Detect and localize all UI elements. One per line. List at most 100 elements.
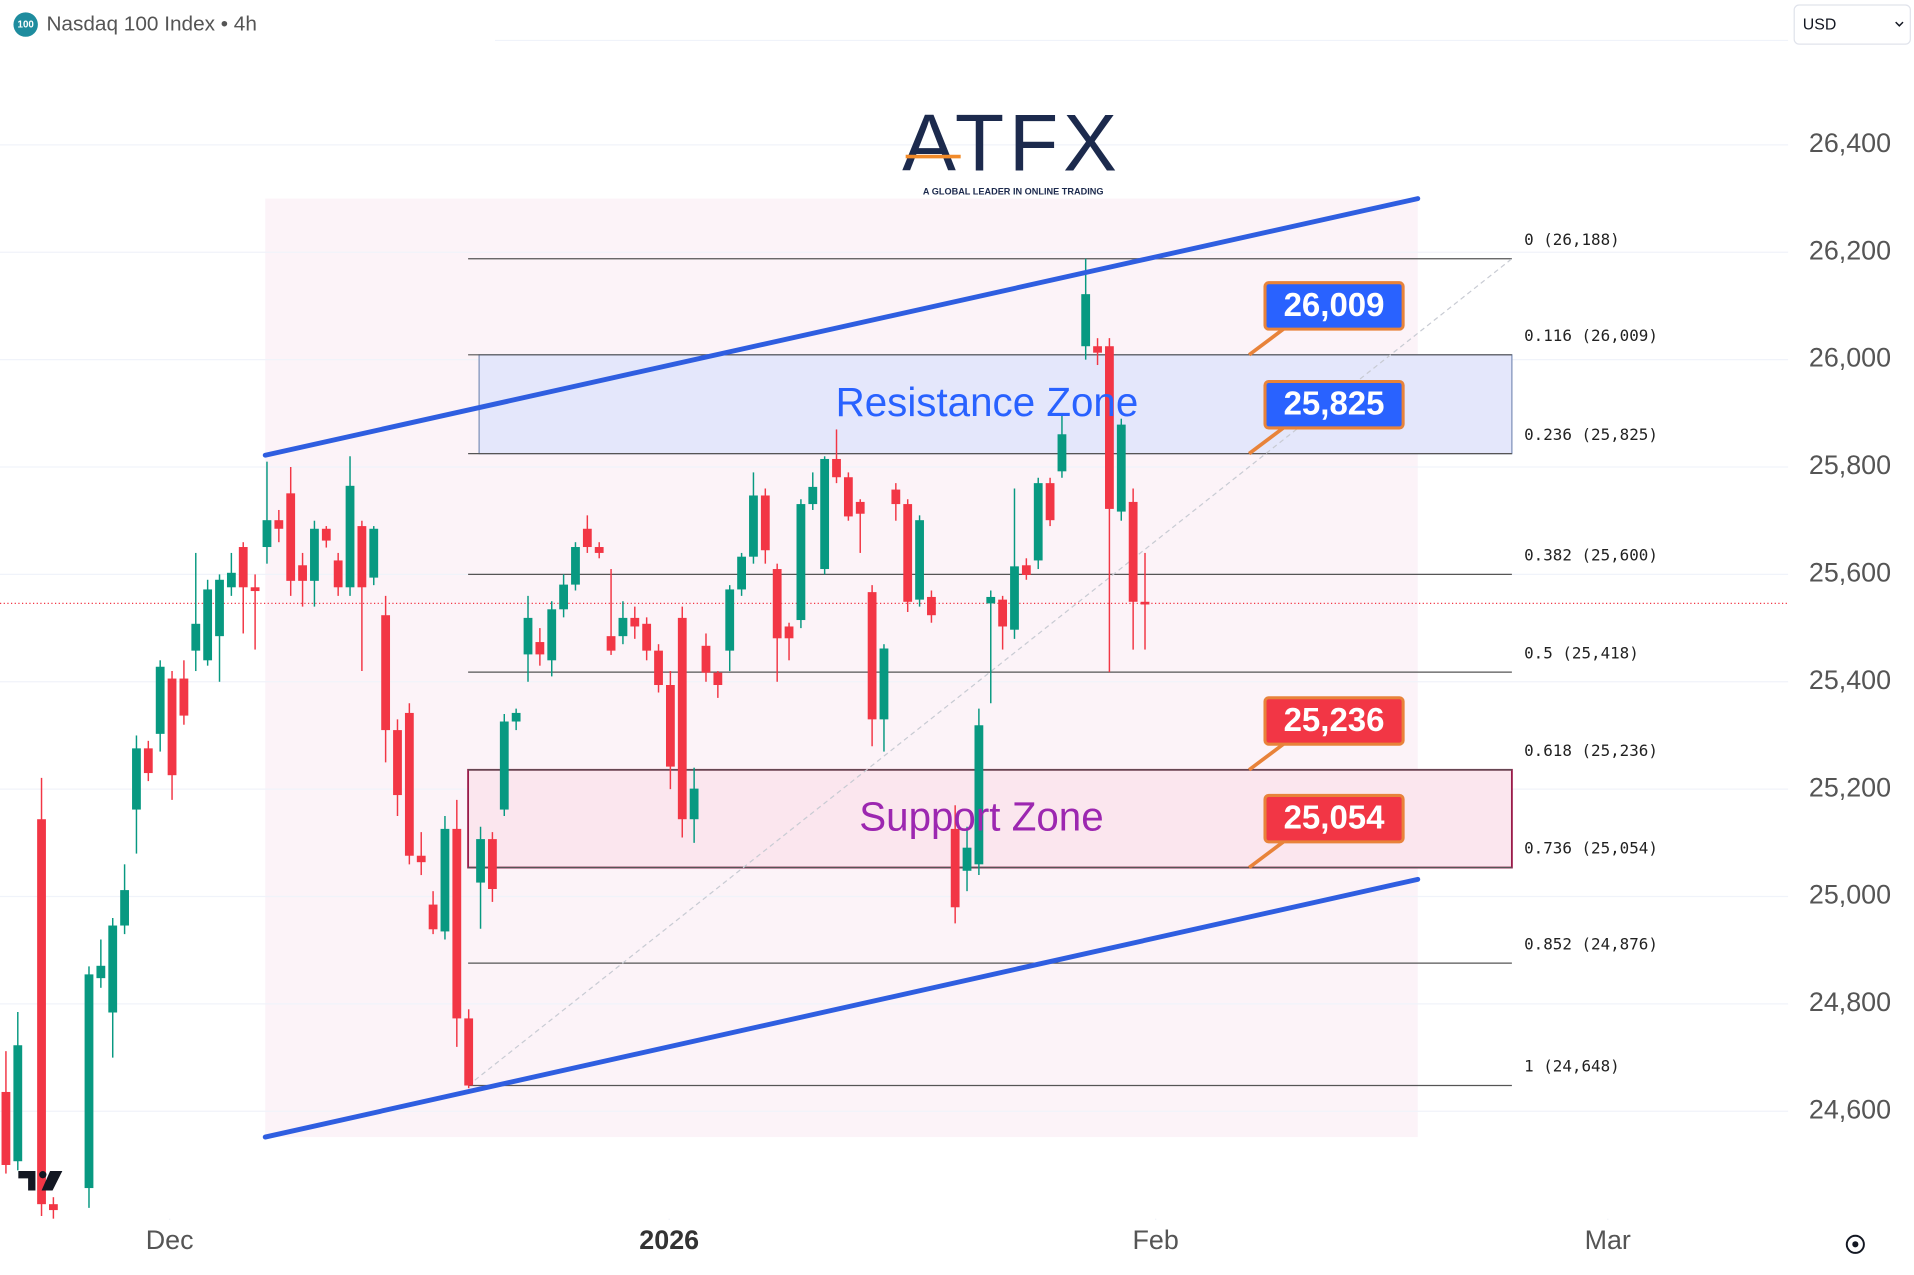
- fib-label: 0.736 (25,054): [1524, 839, 1658, 858]
- candle-body: [843, 477, 853, 517]
- candle-body: [1, 1091, 11, 1165]
- x-tick-label: Dec: [146, 1225, 194, 1255]
- zone-label: Support Zone: [859, 794, 1103, 840]
- candle-body: [143, 748, 153, 774]
- fib-label: 1 (24,648): [1524, 1057, 1620, 1076]
- candle-body: [298, 565, 307, 581]
- candle-body: [203, 589, 213, 661]
- x-tick-label: 2026: [639, 1225, 699, 1255]
- currency-select[interactable]: [1793, 4, 1911, 45]
- candle-body: [226, 572, 236, 588]
- symbol-icon: [13, 12, 38, 37]
- candle-body: [345, 485, 355, 588]
- candle-body: [393, 730, 402, 796]
- y-tick-label: 26,400: [1809, 128, 1891, 158]
- candle-body: [511, 712, 521, 722]
- candle-body: [855, 501, 865, 514]
- price-tag-label: 26,009: [1284, 286, 1385, 323]
- candle-body: [796, 504, 806, 621]
- candle-body: [689, 788, 699, 820]
- symbol-icon-text: 100: [18, 20, 35, 31]
- candle-body: [713, 672, 723, 686]
- candle-body: [535, 642, 545, 655]
- x-tick-label: Feb: [1133, 1225, 1179, 1255]
- candle-body: [903, 504, 913, 602]
- tv-logo-part: [39, 1171, 47, 1179]
- y-tick-label: 24,600: [1809, 1094, 1891, 1124]
- candle-body: [654, 650, 663, 686]
- candle-body: [1057, 434, 1067, 472]
- candle-body: [238, 547, 248, 588]
- candle-body: [1105, 346, 1114, 509]
- logo-tagline: A GLOBAL LEADER IN ONLINE TRADING: [923, 186, 1104, 196]
- price-tag-pointer: [1248, 327, 1285, 357]
- candle-body: [772, 569, 782, 639]
- candle-body: [96, 965, 106, 979]
- candle-body: [404, 712, 414, 856]
- candle-body: [499, 721, 509, 810]
- price-tag-pointer: [1248, 840, 1285, 870]
- candle-body: [250, 587, 260, 592]
- candle-body: [808, 486, 818, 505]
- candle-body: [630, 617, 640, 627]
- candle-body: [381, 615, 391, 731]
- zone-label: Resistance Zone: [836, 379, 1139, 425]
- candle-body: [701, 645, 711, 673]
- candle-body: [1128, 501, 1138, 602]
- candle-body: [262, 520, 272, 548]
- candle-body: [1081, 294, 1091, 347]
- symbol-title: Nasdaq 100 Index • 4h: [46, 13, 256, 36]
- front-layer: 24,600 24,800 25,000 25,200 25,400 25,600 25,8…: [146, 128, 1891, 1255]
- candle-body: [974, 725, 984, 865]
- y-tick-label: 25,000: [1809, 880, 1891, 910]
- candle-body: [464, 1018, 474, 1086]
- currency-label: USD: [1803, 16, 1837, 33]
- price-tag-label: 25,236: [1284, 701, 1385, 738]
- candle-body: [760, 495, 770, 551]
- candle-body: [618, 617, 628, 637]
- x-tick-label: Mar: [1585, 1225, 1631, 1255]
- price-tag-box: [1263, 379, 1405, 430]
- y-tick-label: 25,600: [1809, 557, 1891, 587]
- candle-body: [867, 592, 877, 720]
- price-tag-pointer: [1248, 742, 1285, 772]
- candle-body: [132, 748, 141, 810]
- candle-body: [1140, 601, 1150, 605]
- fib-label: 0 (26,188): [1524, 230, 1620, 249]
- y-tick-label: 26,200: [1809, 235, 1891, 265]
- fib-label: 0.236 (25,825): [1524, 425, 1658, 444]
- fib-label: 0.852 (24,876): [1524, 934, 1658, 953]
- candle-body: [962, 847, 972, 871]
- candle-body: [108, 925, 118, 1013]
- candle-body: [120, 890, 129, 926]
- candle-body: [155, 666, 165, 734]
- channel-shade: [265, 198, 1418, 1138]
- fib-label: 0.382 (25,600): [1524, 546, 1658, 565]
- candle-body: [286, 493, 296, 581]
- candle-body: [310, 528, 319, 581]
- y-tick-label: 25,400: [1809, 665, 1891, 695]
- candle-body: [832, 458, 841, 478]
- candle-body: [357, 526, 367, 588]
- candle-body: [749, 495, 758, 557]
- candle-body: [1045, 483, 1055, 521]
- candle-body: [677, 617, 687, 820]
- background-layer: [265, 198, 1418, 1138]
- tv-logo-part: [18, 1171, 36, 1191]
- candle-body: [1093, 346, 1102, 353]
- fib-label: 0.618 (25,236): [1524, 741, 1658, 760]
- y-tick-label: 25,200: [1809, 772, 1891, 802]
- tradingview-logo: [18, 1171, 63, 1191]
- candle-body: [606, 636, 616, 651]
- fib-label: 0.5 (25,418): [1524, 643, 1639, 662]
- candle-body: [37, 819, 46, 1205]
- settings-button[interactable]: [1845, 1234, 1865, 1254]
- candle-body: [582, 528, 592, 548]
- candle-body: [440, 828, 450, 932]
- price-tag-pointer: [1248, 426, 1285, 456]
- y-tick-label: 26,000: [1809, 343, 1891, 373]
- candle-body: [594, 547, 604, 553]
